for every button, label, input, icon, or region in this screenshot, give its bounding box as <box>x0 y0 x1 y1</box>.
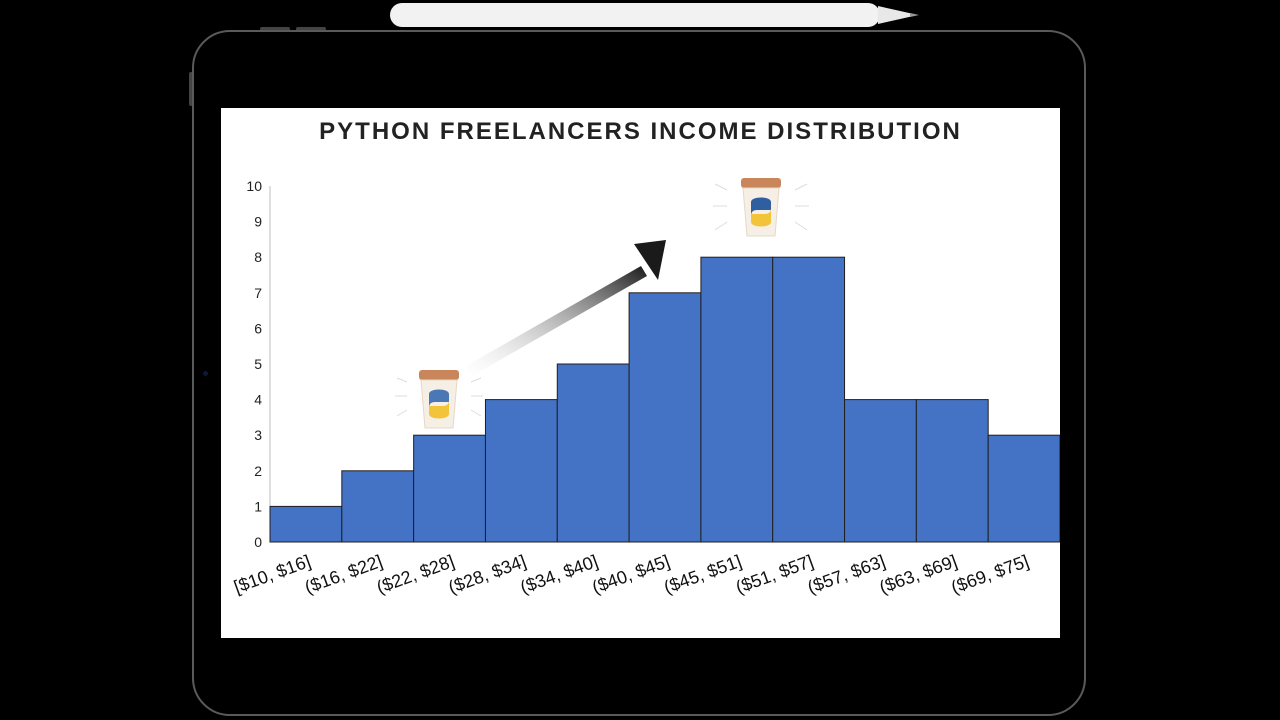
volume-button <box>296 27 326 31</box>
y-tick-label: 10 <box>246 178 262 194</box>
histogram-chart: 0 1 2 3 4 5 6 7 8 9 10 [$10, $16]($16, $22]($22, $… <box>231 178 1060 598</box>
y-tick-label: 1 <box>254 498 262 514</box>
histogram-bar <box>413 434 486 543</box>
histogram-bar <box>341 470 415 543</box>
x-category-label: [$10, $16] <box>231 551 313 597</box>
y-tick-label: 2 <box>254 463 262 479</box>
y-tick-label: 3 <box>254 427 262 443</box>
histogram-bar <box>269 505 343 543</box>
camera-icon <box>203 371 208 376</box>
x-category-label: ($45, $51] <box>661 551 744 598</box>
x-category-label: ($28, $34] <box>446 551 529 598</box>
y-tick-label: 5 <box>254 356 262 372</box>
y-tick-label: 8 <box>254 249 262 265</box>
x-category-label: ($63, $69] <box>877 551 960 598</box>
power-button <box>189 72 193 106</box>
histogram-bar <box>987 434 1060 543</box>
y-tick-label: 9 <box>254 214 262 230</box>
histogram-bar <box>556 363 630 543</box>
histogram-bar <box>915 399 989 543</box>
y-tick-label: 6 <box>254 320 262 336</box>
x-category-label: ($57, $63] <box>805 551 888 598</box>
x-category-label: ($40, $45] <box>589 551 672 598</box>
histogram-bar <box>628 292 702 543</box>
x-category-label: ($51, $57] <box>733 551 816 598</box>
y-tick-label: 7 <box>254 285 262 301</box>
trend-up-arrow-icon <box>466 240 666 376</box>
volume-button <box>260 27 290 31</box>
x-category-label: ($34, $40] <box>518 551 601 598</box>
chart-title: PYTHON FREELANCERS INCOME DISTRIBUTION <box>319 118 962 145</box>
stylus-pencil-icon <box>390 3 919 27</box>
python-coffee-cup-icon <box>395 370 483 429</box>
histogram-bar <box>844 399 917 543</box>
x-category-label: ($22, $28] <box>374 551 457 598</box>
x-category-label: ($16, $22] <box>302 551 385 598</box>
histogram-bar <box>700 256 774 543</box>
chart-screen: PYTHON FREELANCERS INCOME DISTRIBUTION 0… <box>221 108 1060 638</box>
histogram-bar <box>772 256 846 543</box>
histogram-bar <box>484 399 558 543</box>
python-coffee-cup-icon <box>713 178 809 237</box>
x-category-label: ($69, $75] <box>948 551 1031 598</box>
y-tick-label: 0 <box>254 534 262 550</box>
y-tick-label: 4 <box>254 392 262 408</box>
